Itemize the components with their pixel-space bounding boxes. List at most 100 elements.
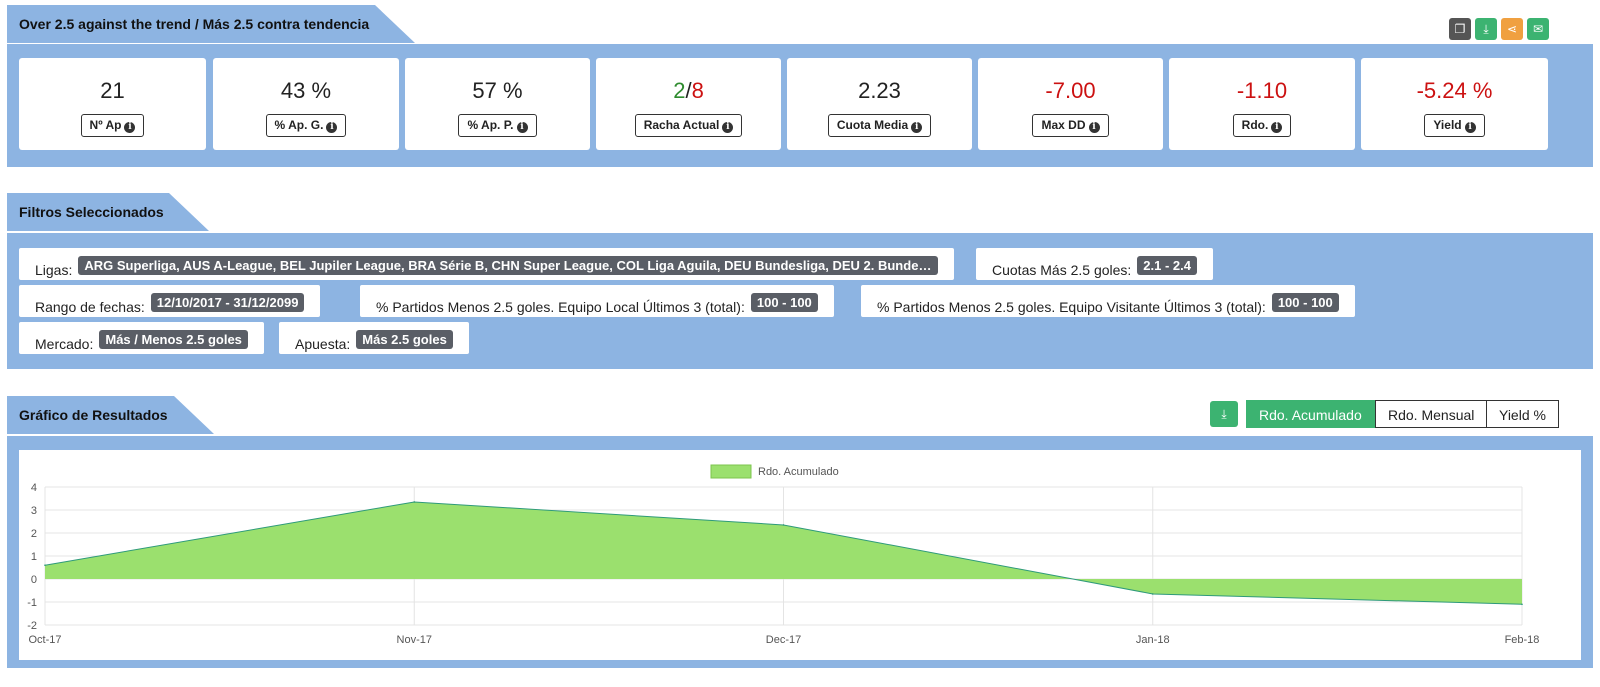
stat-yield: -5.24 % Yield i bbox=[1361, 58, 1548, 150]
stat-label-button[interactable]: Yield i bbox=[1424, 114, 1485, 137]
stats-panel: 21 Nº Ap i 43 % % Ap. G. i 57 % % Ap. P. i … bbox=[7, 44, 1593, 167]
stat-value: 57 % bbox=[472, 78, 523, 103]
filter-date-range: Rango de fechas: 12/10/2017 - 31/12/2099 bbox=[19, 285, 321, 317]
stat-max-dd: -7.00 Max DD i bbox=[978, 58, 1163, 150]
legend-swatch bbox=[710, 464, 752, 479]
data-point bbox=[1521, 603, 1523, 606]
legend-label: Rdo. Acumulado bbox=[758, 466, 839, 478]
filter-away-under: % Partidos Menos 2.5 goles. Equipo Visit… bbox=[861, 285, 1355, 317]
x-tick-label: Oct-17 bbox=[28, 634, 61, 646]
stat-label-button[interactable]: Nº Ap i bbox=[80, 114, 145, 137]
chart-container: 4 3 2 1 0 -1 -2 Oct-17 Nov-17 Dec-17 Jan-18 Feb-18 R… bbox=[19, 450, 1581, 660]
stat-value: -5.24 % bbox=[1416, 78, 1493, 103]
stat-value: 21 bbox=[100, 78, 125, 103]
filter-value: 100 - 100 bbox=[750, 293, 818, 312]
x-tick-label: Feb-18 bbox=[1505, 634, 1540, 646]
streak-separator: / bbox=[685, 78, 692, 103]
data-point bbox=[1151, 593, 1154, 595]
stat-label: Yield bbox=[1433, 118, 1462, 132]
y-tick-label: 4 bbox=[31, 482, 37, 494]
info-icon: i bbox=[722, 122, 734, 133]
y-tick-label: 0 bbox=[31, 574, 37, 586]
download-icon: ⤓ bbox=[1221, 407, 1227, 421]
data-point bbox=[44, 564, 46, 566]
filter-value: 100 - 100 bbox=[1271, 293, 1339, 312]
chart-download-button[interactable]: ⤓ bbox=[1210, 401, 1238, 427]
stat-value: -1.10 bbox=[1236, 78, 1288, 103]
filter-value: ARG Superliga, AUS A-League, BEL Jupiler… bbox=[78, 256, 939, 275]
filters-section: Filtros Seleccionados Ligas: ARG Superlig… bbox=[7, 193, 1593, 369]
y-tick-label: -2 bbox=[27, 620, 37, 632]
tab-rdo-mensual[interactable]: Rdo. Mensual bbox=[1375, 400, 1488, 428]
stat-avg-odds: 2.23 Cuota Media i bbox=[787, 58, 972, 150]
streak-won: 2 bbox=[673, 78, 686, 103]
stat-result: -1.10 Rdo. i bbox=[1169, 58, 1355, 150]
x-tick-label: Nov-17 bbox=[397, 634, 432, 646]
share-button[interactable]: ⋖ bbox=[1501, 18, 1523, 40]
stat-value: 2/8 bbox=[596, 78, 781, 106]
stat-label: Racha Actual bbox=[643, 118, 720, 132]
y-tick-label: 3 bbox=[31, 505, 37, 517]
filter-home-under: % Partidos Menos 2.5 goles. Equipo Local… bbox=[360, 285, 834, 317]
stat-label-button[interactable]: Racha Actual i bbox=[634, 114, 743, 137]
y-tick-label: 1 bbox=[31, 551, 37, 563]
stat-label-button[interactable]: Cuota Media i bbox=[827, 114, 932, 137]
streak-lost: 8 bbox=[691, 78, 704, 103]
stat-label: Max DD bbox=[1041, 118, 1086, 132]
filters-panel: Ligas: ARG Superliga, AUS A-League, BEL J… bbox=[7, 233, 1593, 369]
info-icon: i bbox=[326, 122, 338, 133]
stat-won-pct: 43 % % Ap. G. i bbox=[213, 58, 399, 150]
stat-label: Cuota Media bbox=[836, 118, 909, 132]
info-icon: i bbox=[911, 122, 923, 133]
email-button[interactable]: ✉ bbox=[1527, 18, 1549, 40]
filter-odds: Cuotas Más 2.5 goles: 2.1 - 2.4 bbox=[976, 248, 1213, 280]
filter-label: Mercado: bbox=[35, 336, 94, 352]
strategy-section: Over 2.5 against the trend / Más 2.5 con… bbox=[7, 5, 1593, 167]
y-tick-label: 2 bbox=[31, 528, 37, 540]
share-icon: ⋖ bbox=[1506, 22, 1518, 36]
stat-label: Rdo. bbox=[1241, 118, 1269, 132]
filter-leagues: Ligas: ARG Superliga, AUS A-League, BEL J… bbox=[19, 248, 955, 280]
download-icon: ⤓ bbox=[1483, 22, 1489, 36]
filter-label: % Partidos Menos 2.5 goles. Equipo Visit… bbox=[877, 299, 1266, 315]
results-section: Gráfico de Resultados ⤓ Rdo. Acumulado R… bbox=[7, 396, 1593, 668]
x-tick-label: Dec-17 bbox=[766, 634, 801, 646]
stat-label: % Ap. G. bbox=[274, 118, 324, 132]
tab-yield[interactable]: Yield % bbox=[1486, 400, 1559, 428]
filter-label: Ligas: bbox=[35, 262, 73, 278]
series-area bbox=[45, 501, 1522, 605]
download-button[interactable]: ⤓ bbox=[1475, 18, 1497, 40]
stat-value: 43 % bbox=[280, 78, 332, 103]
info-icon: i bbox=[1464, 122, 1476, 133]
filter-bet: Apuesta: Más 2.5 goles bbox=[279, 322, 469, 354]
filters-title: Filtros Seleccionados bbox=[7, 193, 209, 231]
stat-current-streak: 2/8 Racha Actual i bbox=[596, 58, 781, 150]
stat-value: 2.23 bbox=[858, 78, 901, 103]
filter-value: Más 2.5 goles bbox=[356, 330, 453, 349]
y-tick-label: -1 bbox=[27, 597, 37, 609]
stat-label-button[interactable]: % Ap. P. i bbox=[458, 114, 537, 137]
filter-value: Más / Menos 2.5 goles bbox=[99, 330, 248, 349]
info-icon: i bbox=[1271, 122, 1283, 133]
results-title: Gráfico de Resultados bbox=[7, 396, 214, 434]
filter-value: 2.1 - 2.4 bbox=[1137, 256, 1197, 275]
stat-value: -7.00 bbox=[1045, 78, 1096, 103]
stat-label-button[interactable]: Max DD i bbox=[1032, 114, 1109, 137]
x-tick-label: Jan-18 bbox=[1136, 634, 1170, 646]
info-icon: i bbox=[124, 122, 136, 133]
copy-button[interactable]: ❐ bbox=[1449, 18, 1471, 40]
stat-label-button[interactable]: % Ap. G. i bbox=[265, 114, 347, 137]
info-icon: i bbox=[1088, 122, 1100, 133]
filter-label: Cuotas Más 2.5 goles: bbox=[992, 262, 1132, 278]
results-chart: 4 3 2 1 0 -1 -2 Oct-17 Nov-17 Dec-17 Jan-18 Feb-18 R… bbox=[27, 464, 1540, 646]
stat-label-button[interactable]: Rdo. i bbox=[1232, 114, 1292, 137]
strategy-title: Over 2.5 against the trend / Más 2.5 con… bbox=[7, 5, 415, 43]
tab-rdo-acumulado[interactable]: Rdo. Acumulado bbox=[1246, 400, 1375, 428]
data-point bbox=[782, 524, 785, 526]
email-icon: ✉ bbox=[1532, 22, 1544, 36]
stat-lost-pct: 57 % % Ap. P. i bbox=[405, 58, 590, 150]
filter-market: Mercado: Más / Menos 2.5 goles bbox=[19, 322, 264, 354]
filter-label: Apuesta: bbox=[295, 336, 351, 352]
filter-label: % Partidos Menos 2.5 goles. Equipo Local… bbox=[376, 299, 745, 315]
stat-num-bets: 21 Nº Ap i bbox=[19, 58, 206, 150]
